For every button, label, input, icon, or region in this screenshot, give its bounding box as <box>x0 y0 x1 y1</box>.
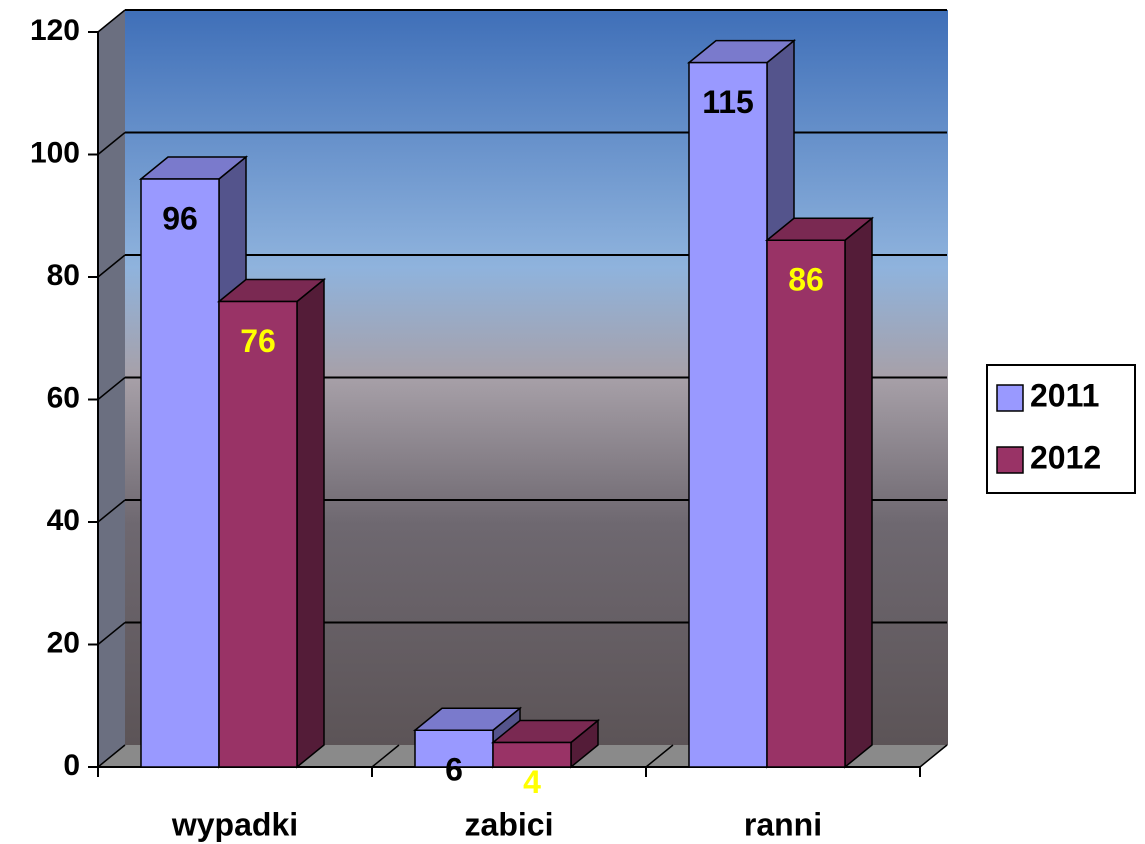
value-label: 76 <box>240 323 276 359</box>
y-tick-label: 40 <box>47 504 80 537</box>
bar-side <box>845 218 872 767</box>
bar <box>689 63 767 767</box>
bar <box>141 179 219 767</box>
y-tick-label: 120 <box>30 14 80 47</box>
legend-label: 2011 <box>1030 377 1099 413</box>
value-label: 96 <box>162 200 198 236</box>
y-tick-label: 80 <box>47 259 80 292</box>
chart: 0 20 40 60 80 100 120 wypadki zabici ranni 96 6 115 2… <box>0 0 1145 844</box>
y-tick-label: 0 <box>63 749 80 782</box>
legend-swatch <box>997 385 1023 411</box>
y-tick-label: 60 <box>47 381 80 414</box>
x-tick-label: zabici <box>465 806 554 842</box>
legend-label: 2012 <box>1030 439 1101 475</box>
legend-swatch <box>997 447 1023 473</box>
bar-side <box>297 280 324 768</box>
bar <box>767 240 845 767</box>
x-tick-label: wypadki <box>171 806 298 842</box>
value-label: 4 <box>523 764 541 800</box>
x-tick-label: ranni <box>744 806 822 842</box>
value-label: 6 <box>445 752 463 788</box>
y-tick-label: 20 <box>47 626 80 659</box>
bar <box>219 302 297 768</box>
y-tick-label: 100 <box>30 136 80 169</box>
page: {"chart_data": {"type": "bar", "categori… <box>0 0 1145 844</box>
value-label: 115 <box>702 84 754 120</box>
value-label: 86 <box>788 262 824 298</box>
